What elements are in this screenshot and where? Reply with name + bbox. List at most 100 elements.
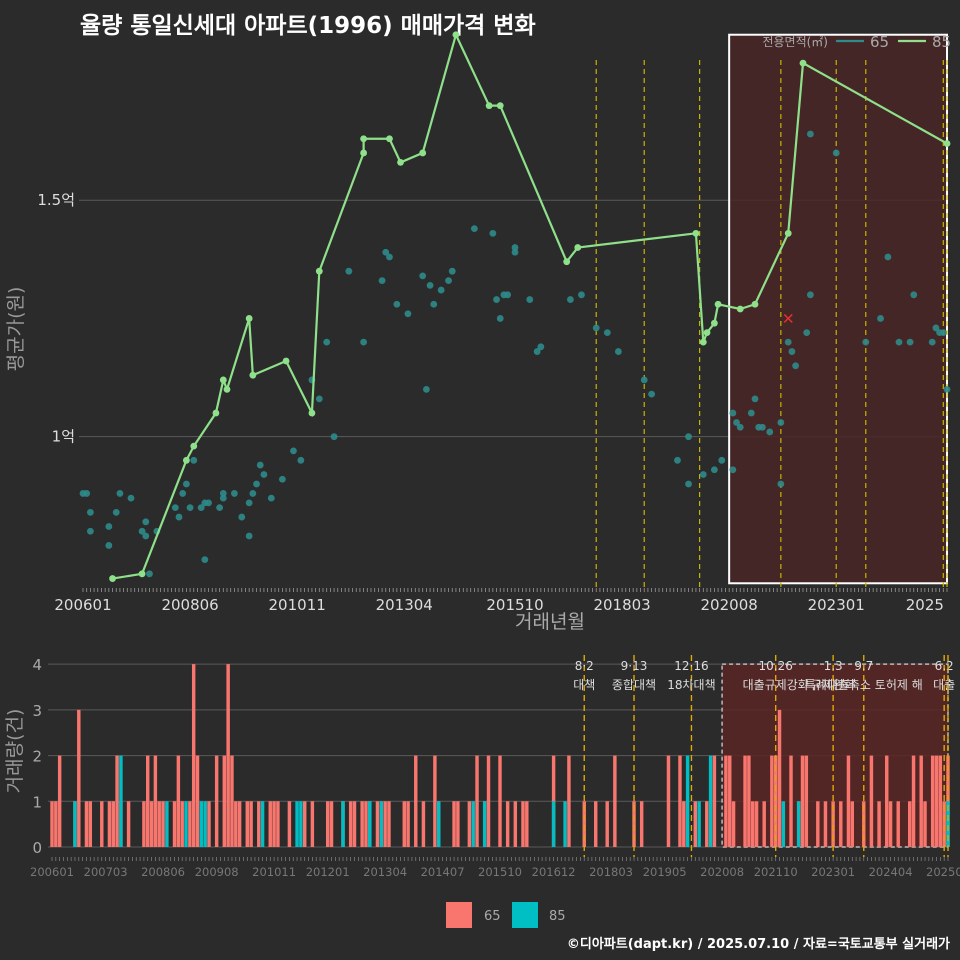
bar-65	[888, 801, 893, 847]
policy-label-date: 9.7	[854, 659, 873, 673]
bar-65	[467, 801, 472, 847]
bar-65	[402, 801, 406, 847]
point-65	[179, 490, 187, 497]
bar-65	[161, 801, 165, 847]
bar-65	[907, 801, 912, 847]
bar-65	[613, 755, 617, 847]
y-tick-label: 1억	[52, 428, 75, 446]
bar-65	[632, 801, 636, 847]
point-65	[877, 315, 884, 322]
point-85	[703, 329, 711, 337]
point-65	[648, 390, 656, 398]
point-85	[699, 338, 707, 346]
bar-65	[237, 801, 242, 847]
bar-65	[245, 801, 250, 847]
point-65	[832, 149, 840, 157]
bar-65	[934, 755, 939, 847]
bar-65	[804, 755, 809, 847]
policy-label: 12·16 18차대책	[667, 659, 715, 692]
point-85	[212, 409, 220, 417]
point-85	[799, 59, 807, 67]
bar-65	[942, 801, 946, 847]
point-65	[526, 296, 534, 303]
point-85	[308, 409, 316, 417]
bar-65	[360, 801, 364, 847]
point-65	[777, 480, 785, 488]
bar-65	[946, 755, 950, 847]
y-tick-label: 1	[32, 793, 42, 811]
point-65	[190, 456, 198, 464]
x-tick-label: 202404	[869, 865, 913, 879]
bar-65	[352, 801, 357, 847]
point-65	[939, 329, 947, 337]
bar-65	[770, 755, 774, 847]
point-65	[382, 248, 390, 256]
bar-65	[222, 755, 227, 847]
bar-85	[482, 801, 487, 847]
bar-65	[743, 755, 747, 847]
bar-65	[180, 801, 184, 847]
y-tick-label: 0	[32, 839, 42, 857]
bar-65	[911, 755, 916, 847]
bar-65	[731, 801, 736, 847]
bar-65	[521, 801, 525, 847]
bar-65	[475, 755, 479, 847]
y-tick-label: 3	[32, 702, 42, 720]
x-tick-label: 201011	[252, 865, 296, 879]
bar-85	[697, 801, 701, 847]
bar-85	[437, 801, 441, 847]
bar-65	[111, 801, 115, 847]
policy-label-text: 대책	[573, 677, 595, 692]
point-65	[729, 409, 737, 417]
bar-65	[214, 755, 219, 847]
point-65	[315, 395, 323, 403]
policy-label: 9.7 특례대출축소 토허제 해	[805, 659, 923, 692]
bar-65	[567, 755, 571, 847]
point-85	[574, 244, 582, 251]
bar-85	[203, 801, 207, 847]
point-65	[238, 513, 246, 521]
y-axis-title: 평균가(원)	[5, 287, 27, 372]
bar-65	[234, 801, 238, 847]
policy-label-text: 대출	[933, 678, 955, 692]
point-85	[249, 371, 257, 379]
bar-65	[839, 801, 843, 847]
x-tick-label: 201304	[363, 865, 407, 879]
point-65	[758, 423, 766, 431]
policy-label: 6.2 대출	[933, 659, 955, 692]
point-65	[910, 291, 918, 299]
bar-65	[816, 801, 820, 847]
bar-65	[146, 755, 150, 847]
bar-65	[846, 755, 851, 847]
bar-85	[563, 801, 567, 847]
point-65	[393, 300, 401, 308]
bar-65	[88, 801, 93, 847]
bar-65	[57, 755, 62, 847]
point-85	[245, 315, 253, 322]
marker-x	[783, 313, 793, 323]
y-tick-label: 1.5억	[37, 191, 75, 209]
bar-65	[191, 664, 196, 847]
point-65	[146, 570, 153, 578]
bar-65	[885, 755, 889, 847]
bar-65	[329, 801, 334, 847]
bar-65	[800, 755, 805, 847]
bar-65	[923, 801, 927, 847]
bar-65	[387, 801, 391, 847]
x-tick-label: 200806	[141, 865, 185, 879]
bar-65	[605, 801, 609, 847]
bar-65	[919, 755, 923, 847]
bar-65	[276, 801, 280, 847]
bar-85	[341, 801, 345, 847]
bar-65	[195, 755, 200, 847]
point-65	[386, 253, 393, 261]
point-65	[219, 494, 227, 502]
point-65	[245, 532, 253, 540]
x-tick-label: 200908	[195, 865, 239, 879]
bar-65	[84, 801, 89, 847]
bar-65	[172, 801, 177, 847]
x-tick-label: 202008	[701, 596, 758, 614]
bar-65	[383, 801, 387, 847]
bar-65	[452, 801, 456, 847]
